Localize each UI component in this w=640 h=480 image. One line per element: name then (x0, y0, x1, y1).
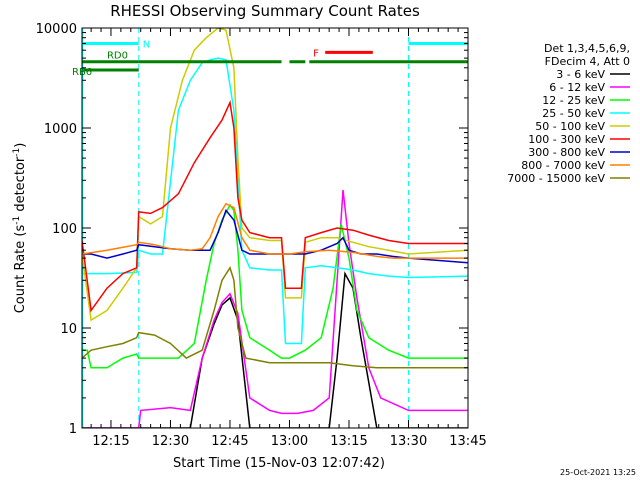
y-tick-label: 100 (52, 222, 77, 237)
legend-entry-label: 6 - 12 keV (549, 81, 605, 94)
y-axis-label-part2: detector (13, 156, 28, 216)
legend: Det 1,3,4,5,6,9, FDecim 4, Att 0 3 - 6 k… (507, 42, 630, 185)
generation-timestamp: 25-Oct-2021 13:25 (560, 468, 636, 477)
series-line (82, 271, 468, 428)
flag-label: RD0 (107, 51, 128, 62)
y-tick-label: 10 (60, 322, 77, 337)
x-axis-label: Start Time (15-Nov-03 12:07:42) (173, 456, 385, 471)
legend-entry-label: 100 - 300 keV (528, 133, 605, 146)
legend-header-line2: FDecim 4, Att 0 (545, 55, 630, 68)
x-tick-label: 13:30 (390, 434, 427, 449)
legend-entry-label: 12 - 25 keV (542, 94, 605, 107)
flag-label: N (143, 39, 150, 50)
legend-entry-label: 800 - 7000 keV (521, 159, 605, 172)
series-line (82, 28, 468, 322)
y-axis-label-sup1: -1 (12, 216, 22, 225)
y-axis-ticks: 1 10 100 1000 10000 (36, 22, 468, 437)
series-line (82, 208, 468, 264)
flag-label: F (313, 48, 319, 59)
y-tick-label: 10000 (36, 22, 77, 37)
series-line (82, 203, 468, 369)
y-axis-label-part1: Count Rate (s (13, 225, 28, 314)
y-axis-label-part3: ) (13, 143, 28, 148)
series-line (82, 266, 468, 369)
x-tick-label: 13:45 (449, 434, 486, 449)
chart-title: RHESSI Observing Summary Count Rates (110, 2, 420, 20)
series-line (82, 202, 468, 259)
y-tick-label: 1000 (44, 122, 77, 137)
x-tick-label: 12:45 (211, 434, 248, 449)
legend-header-line1: Det 1,3,4,5,6,9, (544, 42, 630, 55)
series-line (82, 99, 468, 313)
x-axis-ticks: 12:15 12:30 12:45 13:00 13:15 13:30 13:45 (90, 28, 487, 449)
legend-entry-label: 300 - 800 keV (528, 146, 605, 159)
legend-entry-label: 7000 - 15000 keV (507, 172, 605, 185)
x-tick-label: 13:00 (271, 434, 308, 449)
y-axis-label: Count Rate (s-1 detector-1) (12, 143, 28, 314)
series-line (82, 57, 468, 345)
x-tick-label: 13:15 (330, 434, 367, 449)
y-axis-label-sup2: -1 (12, 148, 22, 157)
x-tick-label: 12:15 (92, 434, 129, 449)
series-line (82, 189, 468, 428)
legend-entry-label: 3 - 6 keV (556, 68, 605, 81)
legend-entry-label: 50 - 100 keV (535, 120, 605, 133)
legend-entry-label: 25 - 50 keV (542, 107, 605, 120)
plot-series-group (82, 28, 468, 428)
y-tick-label: 1 (69, 422, 77, 437)
x-tick-label: 12:30 (152, 434, 189, 449)
